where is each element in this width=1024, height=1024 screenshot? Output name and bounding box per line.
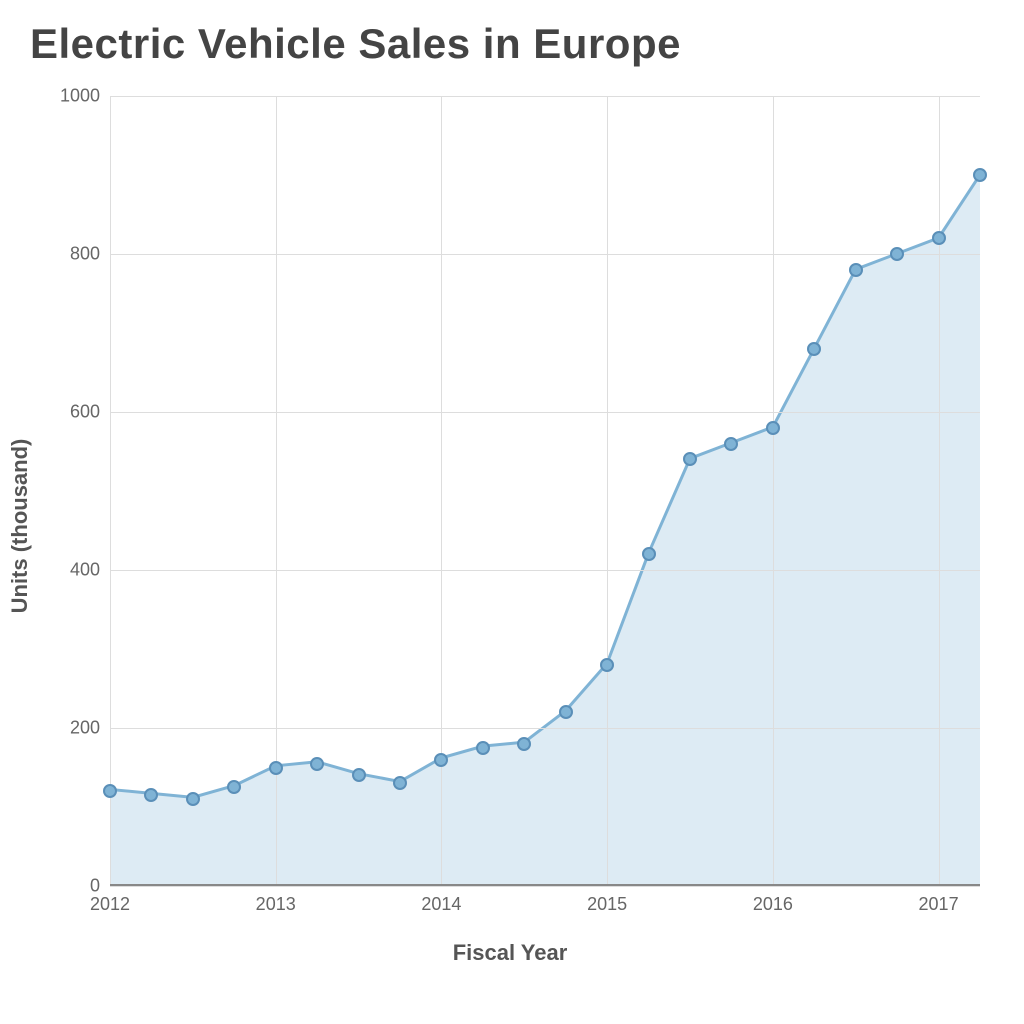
gridline-vertical	[773, 96, 774, 884]
data-marker	[973, 168, 987, 182]
gridline-horizontal	[110, 886, 980, 887]
gridline-vertical	[939, 96, 940, 884]
gridline-horizontal	[110, 412, 980, 413]
y-tick-label: 1000	[60, 86, 110, 107]
data-marker	[227, 780, 241, 794]
y-axis-label: Units (thousand)	[7, 439, 33, 614]
x-tick-label: 2017	[919, 884, 959, 915]
gridline-horizontal	[110, 728, 980, 729]
y-tick-label: 200	[70, 718, 110, 739]
data-marker	[434, 753, 448, 767]
area-svg	[110, 96, 980, 884]
x-tick-label: 2015	[587, 884, 627, 915]
data-marker	[269, 761, 283, 775]
x-tick-label: 2016	[753, 884, 793, 915]
data-marker	[766, 421, 780, 435]
data-marker	[724, 437, 738, 451]
gridline-vertical	[110, 96, 111, 884]
data-marker	[642, 547, 656, 561]
data-marker	[310, 757, 324, 771]
data-marker	[186, 792, 200, 806]
y-tick-label: 600	[70, 402, 110, 423]
gridline-horizontal	[110, 254, 980, 255]
data-marker	[890, 247, 904, 261]
gridline-horizontal	[110, 570, 980, 571]
data-marker	[807, 342, 821, 356]
data-marker	[683, 452, 697, 466]
data-marker	[600, 658, 614, 672]
chart-container: Units (thousand) Fiscal Year 02004006008…	[30, 86, 990, 966]
data-marker	[352, 768, 366, 782]
x-axis-label: Fiscal Year	[453, 940, 568, 966]
gridline-horizontal	[110, 96, 980, 97]
plot-area: 0200400600800100020122013201420152016201…	[110, 96, 980, 886]
y-tick-label: 800	[70, 244, 110, 265]
y-tick-label: 400	[70, 560, 110, 581]
x-tick-label: 2012	[90, 884, 130, 915]
data-marker	[393, 776, 407, 790]
data-marker	[144, 788, 158, 802]
data-marker	[559, 705, 573, 719]
data-marker	[476, 741, 490, 755]
x-tick-label: 2013	[256, 884, 296, 915]
data-marker	[849, 263, 863, 277]
gridline-vertical	[607, 96, 608, 884]
data-marker	[932, 231, 946, 245]
data-marker	[517, 737, 531, 751]
chart-title: Electric Vehicle Sales in Europe	[30, 20, 1004, 68]
x-tick-label: 2014	[421, 884, 461, 915]
data-marker	[103, 784, 117, 798]
